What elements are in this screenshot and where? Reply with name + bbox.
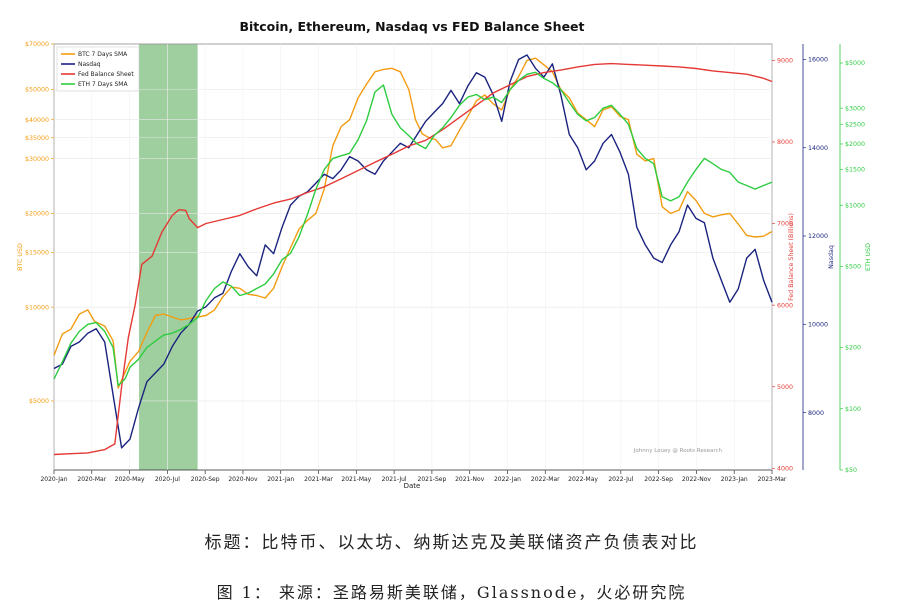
- y-tick-label-btc: $40000: [25, 117, 49, 124]
- y-tick-label-nasdaq: 8000: [808, 410, 824, 417]
- y-tick-label-fed: 7000: [777, 221, 793, 228]
- series-line-btc-7-days-sma: [53, 57, 773, 389]
- x-tick-label: 2021-Nov: [455, 476, 485, 483]
- watermark: Johnny Louey @ Roots Research: [633, 448, 723, 454]
- x-tick-label: 2023-Mar: [758, 476, 787, 483]
- y-tick-label-btc: $5000: [29, 398, 49, 405]
- y-tick-label-nasdaq: 12000: [808, 233, 828, 240]
- x-tick-label: 2020-Nov: [228, 476, 258, 483]
- y-tick-label-eth: $50: [845, 467, 857, 474]
- x-tick-label: 2021-May: [341, 476, 371, 483]
- chart-title: Bitcoin, Ethereum, Nasdaq vs FED Balance…: [239, 19, 584, 34]
- y-tick-label-eth: $5000: [845, 60, 865, 67]
- y-tick-label-fed: 8000: [777, 139, 793, 146]
- y-tick-label-btc: $30000: [25, 156, 49, 163]
- legend: BTC 7 Days SMA Nasdaq Fed Balance Sheet ETH…: [56, 46, 140, 92]
- x-tick-label: 2020-Jan: [40, 476, 67, 483]
- gridlines: [53, 43, 773, 470]
- y-tick-label-btc: $35000: [25, 135, 49, 142]
- x-tick-label: 2022-Jul: [608, 476, 633, 483]
- series-line-fed-balance-sheet: [53, 62, 773, 456]
- x-tick-label: 2020-Jul: [155, 476, 180, 483]
- x-tick-label: 2021-Mar: [304, 476, 333, 483]
- series-line-eth-7-days-sma: [53, 71, 773, 387]
- y-tick-label-eth: $500: [845, 264, 861, 271]
- plot-area: [53, 43, 773, 471]
- y-axis-label-nasdaq: Nasdaq: [828, 245, 835, 269]
- caption-title: 标题：比特币、以太坊、纳斯达克及美联储资产负债表对比: [204, 533, 699, 553]
- x-tick-label: 2022-Nov: [682, 476, 712, 483]
- legend-label: Nasdaq: [78, 61, 101, 68]
- y-tick-label-btc: $70000: [25, 41, 49, 48]
- y-tick-label-btc: $10000: [25, 304, 49, 311]
- legend-label: ETH 7 Days SMA: [78, 81, 128, 88]
- y-tick-label-eth: $3000: [845, 105, 865, 112]
- y-tick-label-btc: $15000: [25, 250, 49, 257]
- y-tick-label-btc: $50000: [25, 87, 49, 94]
- y-axis-label-eth: ETH USD: [865, 243, 872, 271]
- y-tick-label-eth: $2000: [845, 141, 865, 148]
- y-tick-label-nasdaq: 16000: [808, 57, 828, 64]
- axes: 2020-Jan 2020-Mar 2020-May 2020-Jul 2020-Sep…: [17, 41, 872, 483]
- y-tick-label-eth: $1500: [845, 167, 865, 174]
- x-tick-label: 2020-May: [115, 476, 145, 483]
- legend-label: Fed Balance Sheet: [78, 71, 134, 78]
- chart-figure: Bitcoin, Ethereum, Nasdaq vs FED Balance…: [17, 19, 872, 490]
- y-tick-label-nasdaq: 10000: [808, 322, 828, 329]
- y-tick-label-fed: 5000: [777, 384, 793, 391]
- series-line-nasdaq: [53, 54, 773, 449]
- x-tick-label: 2021-Jul: [382, 476, 407, 483]
- x-tick-label: 2021-Jan: [267, 476, 294, 483]
- series-lines: [53, 54, 773, 456]
- y-tick-label-eth: $100: [845, 406, 861, 413]
- shaded-region: [139, 44, 198, 470]
- x-tick-label: 2022-Mar: [531, 476, 560, 483]
- x-axis-label: Date: [404, 482, 421, 490]
- x-tick-label: 2022-May: [568, 476, 598, 483]
- y-tick-label-eth: $1000: [845, 202, 865, 209]
- x-tick-label: 2023-Jan: [721, 476, 748, 483]
- x-tick-label: 2022-Sep: [644, 476, 673, 483]
- y-tick-label-eth: $200: [845, 345, 861, 352]
- x-tick-label: 2021-Sep: [418, 476, 447, 483]
- y-tick-label-eth: $2500: [845, 121, 865, 128]
- caption-source: 图 1： 来源：圣路易斯美联储，Glassnode，火必研究院: [216, 583, 687, 602]
- y-tick-label-fed: 6000: [777, 302, 793, 309]
- y-tick-label-btc: $20000: [25, 211, 49, 218]
- y-tick-label-fed: 9000: [777, 58, 793, 65]
- legend-label: BTC 7 Days SMA: [78, 51, 128, 58]
- y-axis-label-btc: BTC USD: [17, 243, 24, 271]
- y-tick-label-nasdaq: 14000: [808, 145, 828, 152]
- x-tick-label: 2020-Sep: [191, 476, 220, 483]
- y-tick-label-fed: 4000: [777, 466, 793, 473]
- y-axis-label-fed: Fed Balance Sheet (Billions): [788, 213, 795, 301]
- x-tick-label: 2020-Mar: [77, 476, 106, 483]
- x-tick-label: 2022-Jan: [494, 476, 521, 483]
